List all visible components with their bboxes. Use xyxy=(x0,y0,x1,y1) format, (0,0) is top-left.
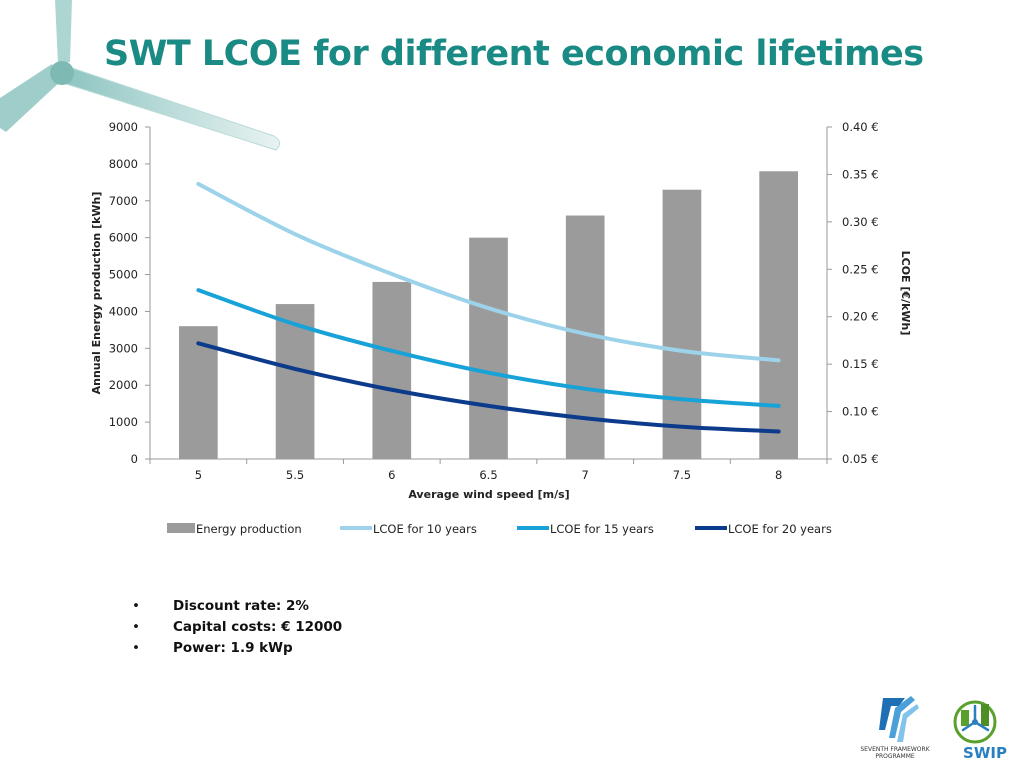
x-tick-label: 6.5 xyxy=(479,468,497,482)
legend-label: LCOE for 20 years xyxy=(728,522,832,536)
y-tick-label: 6000 xyxy=(109,231,138,245)
y2-tick-label: 0.30 € xyxy=(842,215,879,229)
bullet-text: Capital costs: € 12000 xyxy=(173,619,343,635)
lcoe-combo-chart: 0 1000 2000 3000 4000 5000 6000 7000 8000 9000 0.0… xyxy=(90,120,912,536)
legend-label: LCOE for 10 years xyxy=(373,522,477,536)
x-tick-label: 7.5 xyxy=(673,468,691,482)
y-tick-label: 9000 xyxy=(109,120,138,134)
bullet-power: • Power: 1.9 kWp xyxy=(130,638,342,659)
legend-label: Energy production xyxy=(196,522,302,536)
y-tick-label: 4000 xyxy=(109,304,138,318)
y-tick-label: 1000 xyxy=(109,415,138,429)
y2-axis-title: LCOE [€/kWh] xyxy=(899,251,912,336)
y-tick-label: 3000 xyxy=(109,341,138,355)
y-tick-label: 8000 xyxy=(109,157,138,171)
legend-label: LCOE for 15 years xyxy=(550,522,654,536)
wind-turbine-graphic xyxy=(0,0,280,151)
y-tick-label: 0 xyxy=(131,452,138,466)
y2-tick-label: 0.40 € xyxy=(842,120,879,134)
line-lcoe-20-years xyxy=(196,341,781,434)
bullet-discount-rate: • Discount rate: 2% xyxy=(130,596,342,617)
bullet-marker: • xyxy=(132,640,140,656)
y2-tick-label: 0.35 € xyxy=(842,167,879,181)
bar-energy-production xyxy=(469,237,508,459)
bullet-marker: • xyxy=(132,598,140,614)
y2-tick-label: 0.20 € xyxy=(842,310,879,324)
x-tick-label: 5 xyxy=(195,468,202,482)
bullet-text: Discount rate: 2% xyxy=(173,598,309,614)
line-lcoe-10-years xyxy=(196,181,781,363)
y2-tick-label: 0.10 € xyxy=(842,405,879,419)
y2-tick-label: 0.05 € xyxy=(842,452,879,466)
fp7-label-line2: PROGRAMME xyxy=(875,753,915,760)
line-series-lcoe xyxy=(196,181,781,434)
chart-legend: Energy production LCOE for 10 years LCOE f… xyxy=(167,522,832,536)
x-axis-title: Average wind speed [m/s] xyxy=(408,488,569,501)
bar-energy-production xyxy=(662,189,702,459)
line-lcoe-15-years xyxy=(196,288,781,408)
legend-swatch-energy-production xyxy=(167,523,195,533)
x-tick-label: 6 xyxy=(388,468,395,482)
fp7-label-line1: SEVENTH FRAMEWORK xyxy=(860,746,930,753)
bullet-marker: • xyxy=(132,619,140,635)
chart-labels: 0 1000 2000 3000 4000 5000 6000 7000 8000 9000 0.0… xyxy=(90,120,912,501)
x-tick-label: 7 xyxy=(582,468,589,482)
y-tick-label: 7000 xyxy=(109,194,138,208)
swip-wordmark: SWIP xyxy=(963,744,1007,762)
sponsor-logos: SEVENTH FRAMEWORK PROGRAMME SWIP xyxy=(860,696,1007,762)
y-tick-label: 2000 xyxy=(109,378,138,392)
assumptions-list: • Discount rate: 2% • Capital costs: € 120… xyxy=(130,596,342,659)
slide-title: SWT LCOE for different economic lifetime… xyxy=(104,34,924,74)
bar-energy-production xyxy=(372,281,412,459)
y-tick-label: 5000 xyxy=(109,268,138,282)
swip-logo: SWIP xyxy=(953,700,1007,762)
y2-tick-label: 0.25 € xyxy=(842,262,879,276)
bullet-text: Power: 1.9 kWp xyxy=(173,640,293,656)
fp7-logo: SEVENTH FRAMEWORK PROGRAMME xyxy=(860,696,931,760)
x-tick-label: 8 xyxy=(775,468,782,482)
bar-energy-production xyxy=(759,171,798,459)
x-tick-label: 5.5 xyxy=(286,468,304,482)
y2-tick-label: 0.15 € xyxy=(842,357,879,371)
bullet-capital-costs: • Capital costs: € 12000 xyxy=(130,617,342,638)
y-axis-title: Annual Energy production [kWh] xyxy=(90,192,103,395)
